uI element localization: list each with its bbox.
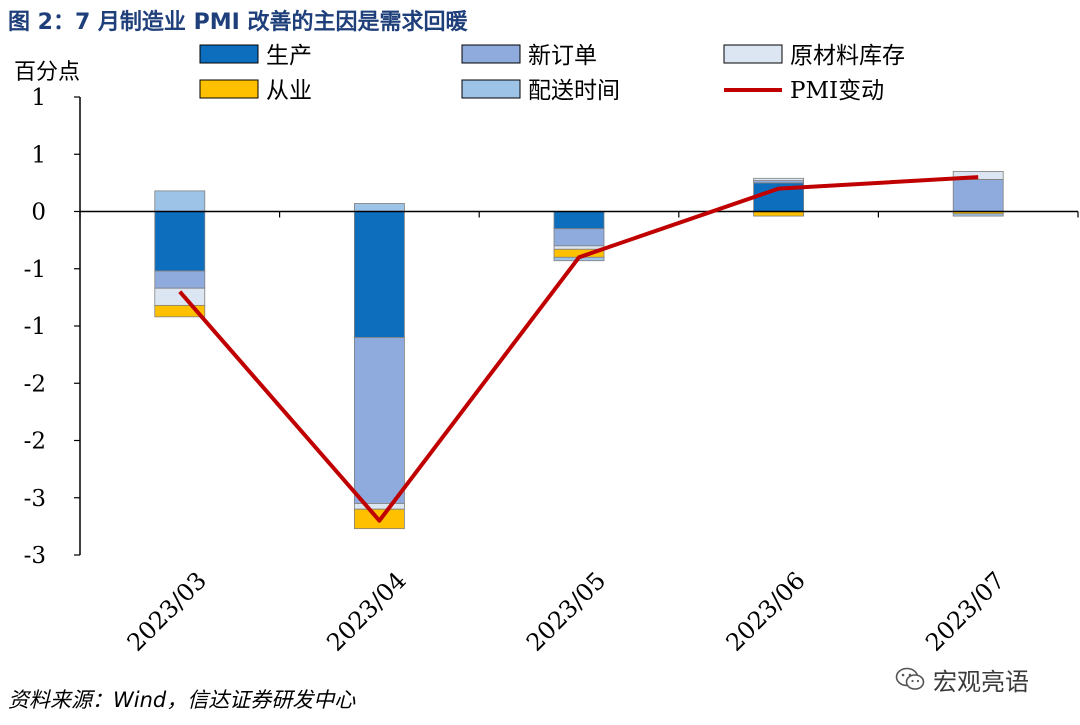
y-tick-label: 0 (31, 200, 46, 226)
legend-label: 原材料库存 (790, 43, 905, 69)
watermark-text: 宏观亮语 (933, 667, 1029, 696)
bar-segment (553, 228, 605, 247)
y-tick-label: -2 (24, 429, 46, 455)
x-tick-label: 2023/04 (321, 566, 411, 656)
pmi-line (178, 175, 979, 523)
wechat-icon (895, 667, 925, 690)
source-note: 资料来源：Wind，信达证券研发中心 (8, 688, 356, 712)
legend-label: 配送时间 (528, 78, 620, 104)
pmi-line-group (178, 175, 979, 523)
legend-swatch (461, 79, 521, 99)
bar-segment (952, 179, 1004, 212)
bar-segment (952, 171, 1004, 180)
bar-segment (353, 211, 405, 338)
bar-segment (353, 337, 405, 504)
bar-segment (353, 203, 405, 212)
x-tick-label: 2023/03 (122, 566, 212, 656)
y-tick-label: -2 (24, 371, 46, 397)
y-axis-label: 百分点 (14, 60, 80, 85)
y-tick-label: -3 (24, 486, 46, 512)
x-tick-label: 2023/05 (521, 566, 611, 656)
y-tick-label: -3 (24, 543, 46, 569)
bar-segment (154, 304, 206, 318)
bar-segment (154, 211, 206, 272)
bar-segment (154, 270, 206, 289)
chart-title: 图 2：7 月制造业 PMI 改善的主因是需求回暖 (8, 10, 468, 35)
y-tick-label: -1 (24, 257, 46, 283)
legend-swatch (461, 44, 521, 64)
legend-swatch (723, 44, 783, 64)
bar-segment (353, 503, 405, 510)
bar-segment (952, 213, 1004, 217)
legend-label: PMI变动 (790, 78, 884, 104)
x-tick-label: 2023/06 (721, 566, 811, 656)
legend-label: 新订单 (528, 43, 597, 69)
bars (154, 171, 1004, 530)
y-tick-label: 1 (31, 85, 46, 111)
x-tick-label: 2023/07 (920, 566, 1010, 656)
bar-segment (154, 190, 206, 212)
watermark: 宏观亮语 (895, 662, 1065, 696)
bar-segment (553, 245, 605, 250)
bar-segment (553, 211, 605, 230)
legend-swatch (199, 44, 259, 64)
axes: 1 1 0 -1 -1 -2 -2 -3 -3 2023/03 2023/04 2023/05 2023… (24, 85, 1079, 657)
bar-segment (753, 177, 804, 181)
legend-swatch (199, 79, 259, 99)
y-tick-label: 1 (31, 142, 46, 168)
y-tick-label: -1 (24, 314, 46, 340)
legend-label: 生产 (266, 43, 312, 69)
bar-segment (154, 287, 206, 306)
legend-label: 从业 (266, 78, 312, 104)
